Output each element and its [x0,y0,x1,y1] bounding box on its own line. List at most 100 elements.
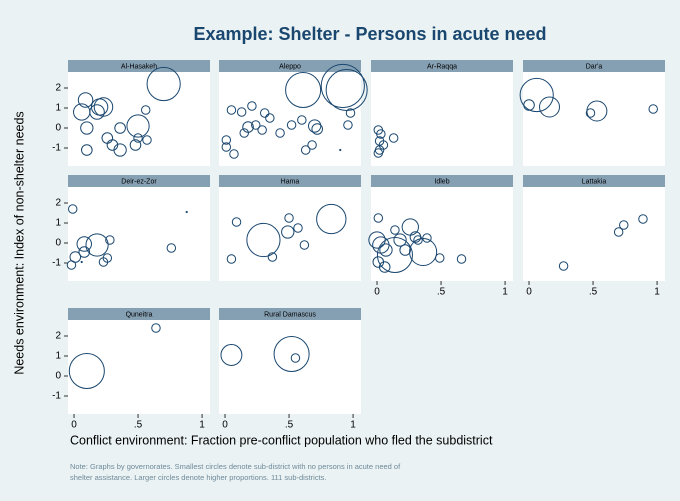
bubble [66,260,77,270]
panel-header [68,175,210,187]
bubble [435,253,445,263]
bubble [220,344,243,366]
bubble [373,148,384,158]
panel-header [219,60,361,72]
y-tick-label: 0 [55,238,61,249]
bubble [373,213,384,223]
bubble [393,233,407,247]
y-tick-label: -1 [52,391,61,402]
x-tick-label: .5 [134,420,143,431]
x-tick-label: 1 [654,287,660,298]
bubble [76,236,93,252]
panel-header [219,308,361,320]
bubble [558,261,569,271]
bubble [307,119,322,133]
bubble [390,225,400,235]
bubble [300,145,311,155]
y-tick-label: -1 [52,143,61,154]
bubble [275,128,285,138]
bubble [257,125,267,135]
x-tick-label: 1 [502,287,508,298]
bubble [413,235,423,245]
bubble [102,253,113,263]
bubble [293,223,303,233]
plot-area [523,72,665,166]
panel-title: Rural Damascus [264,311,316,318]
panel-header [371,60,513,72]
bubble [151,323,161,333]
bubble [585,108,596,118]
bubble [140,105,151,115]
bubble [307,140,317,150]
bubble [247,101,257,111]
y-tick-label: 1 [55,351,61,362]
panel-header [68,60,210,72]
plot-area [219,187,361,281]
bubble [68,204,78,214]
bubble [339,148,342,152]
bubble [267,252,278,262]
bubble [399,244,411,256]
bubble [68,352,105,390]
bubble [285,71,322,109]
bubble [297,115,307,125]
bubble [226,254,237,264]
bubble [146,66,181,102]
bubble [114,122,126,134]
y-tick-label: -1 [52,258,61,269]
bubble [539,96,560,118]
bubble [586,100,608,122]
panel-title: Aleppo [279,63,301,70]
bubble [133,133,143,143]
y-axis-label: Needs environment: Index of non-shelter … [12,111,26,374]
plot-area [219,72,361,166]
bubble [89,104,105,120]
panel-title: Deir-ez-Zor [121,178,157,185]
panel-title: Ar-Raqqa [427,63,457,70]
bubble [456,254,467,264]
bubble [251,120,261,130]
x-tick-label: 0 [222,420,228,431]
y-tick-label: 1 [55,218,61,229]
bubble [106,139,119,151]
y-tick-label: 2 [55,331,61,342]
bubble [78,246,91,258]
panel-header [68,308,210,320]
bubble [81,144,93,156]
y-tick-label: 1 [55,103,61,114]
x-tick-label: .5 [437,287,446,298]
bubble [316,203,347,235]
bubble [379,243,393,257]
y-tick-label: 0 [55,371,61,382]
bubble [648,104,658,114]
bubble [229,149,239,159]
x-tick-label: 0 [526,287,532,298]
y-tick-label: 0 [55,123,61,134]
bubble [236,107,247,117]
bubble [376,129,386,139]
x-axis-label: Conflict environment: Fraction pre-confl… [70,433,493,447]
x-tick-label: 1 [199,420,205,431]
plot-area [523,187,665,281]
x-tick-label: 1 [350,420,356,431]
panel-title: Hama [281,178,300,185]
bubble [246,222,281,258]
plot-area [371,187,513,281]
bubble [290,353,301,363]
panel-header [523,175,665,187]
plot-area [68,187,210,281]
bubble [85,233,109,257]
x-tick-label: .5 [589,287,598,298]
bubble [142,135,152,145]
bubble [166,243,177,253]
plot-area [371,72,513,166]
bubble [265,113,275,123]
bubble [299,240,310,250]
panel-title: Dar'a [586,63,603,70]
bubble [320,63,365,109]
bubble [422,233,432,243]
chart-title: Example: Shelter - Persons in acute need [193,24,546,44]
bubble [239,128,249,138]
plot-area [68,72,210,166]
